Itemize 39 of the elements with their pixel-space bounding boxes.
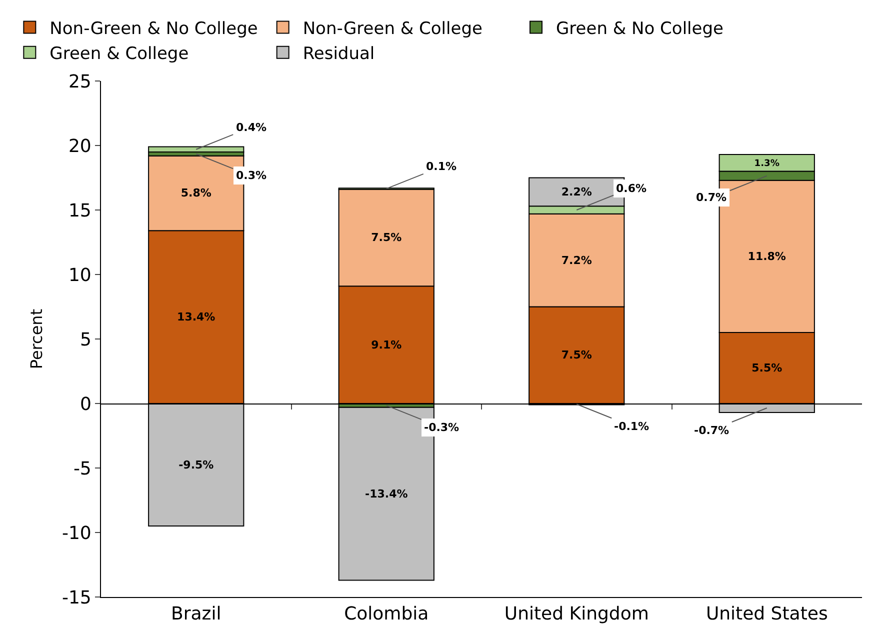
data-label: 0.4% [236, 121, 267, 134]
data-label: 0.3% [236, 169, 267, 182]
data-label: 7.5% [561, 348, 592, 362]
data-label: -13.4% [365, 487, 408, 500]
data-label: -0.1% [614, 420, 650, 433]
legend-label: Green & No College [556, 18, 724, 39]
y-tick-label: 5 [80, 329, 92, 350]
data-label: -9.5% [178, 458, 214, 472]
data-label: 2.2% [561, 185, 592, 198]
x-tick-label: United States [706, 604, 828, 625]
data-label: 13.4% [177, 310, 216, 324]
legend-label: Non-Green & College [302, 18, 482, 39]
y-tick-label: 10 [68, 264, 92, 286]
x-tick-label: Colombia [344, 604, 429, 625]
y-tick-label: -15 [62, 587, 92, 608]
data-label: -0.7% [694, 424, 730, 437]
legend-label: Non-Green & No College [50, 18, 258, 39]
x-tick-label: Brazil [171, 604, 222, 625]
data-label: 0.6% [616, 182, 647, 195]
y-tick-label: 20 [68, 136, 92, 157]
data-label: 5.8% [180, 186, 212, 200]
data-label: 0.1% [426, 160, 457, 173]
y-tick-label: 25 [68, 71, 92, 92]
data-label: 0.7% [696, 191, 727, 204]
y-tick-label: 0 [80, 394, 92, 415]
data-label: 9.1% [371, 338, 402, 352]
y-axis-title: Percent [26, 308, 46, 370]
data-label: 11.8% [748, 250, 786, 263]
y-tick-label: -10 [62, 522, 92, 544]
data-label: 7.5% [371, 231, 402, 244]
x-tick-label: United Kingdom [504, 604, 649, 625]
y-tick-label: 15 [68, 200, 92, 222]
data-label: 5.5% [752, 362, 782, 375]
legend-label: Green & College [50, 44, 189, 64]
y-tick-label: -5 [73, 458, 92, 480]
data-label: 7.2% [561, 254, 592, 267]
data-label: 1.3% [754, 158, 780, 169]
legend-label: Residual [302, 44, 375, 64]
data-label: -0.3% [424, 421, 460, 434]
